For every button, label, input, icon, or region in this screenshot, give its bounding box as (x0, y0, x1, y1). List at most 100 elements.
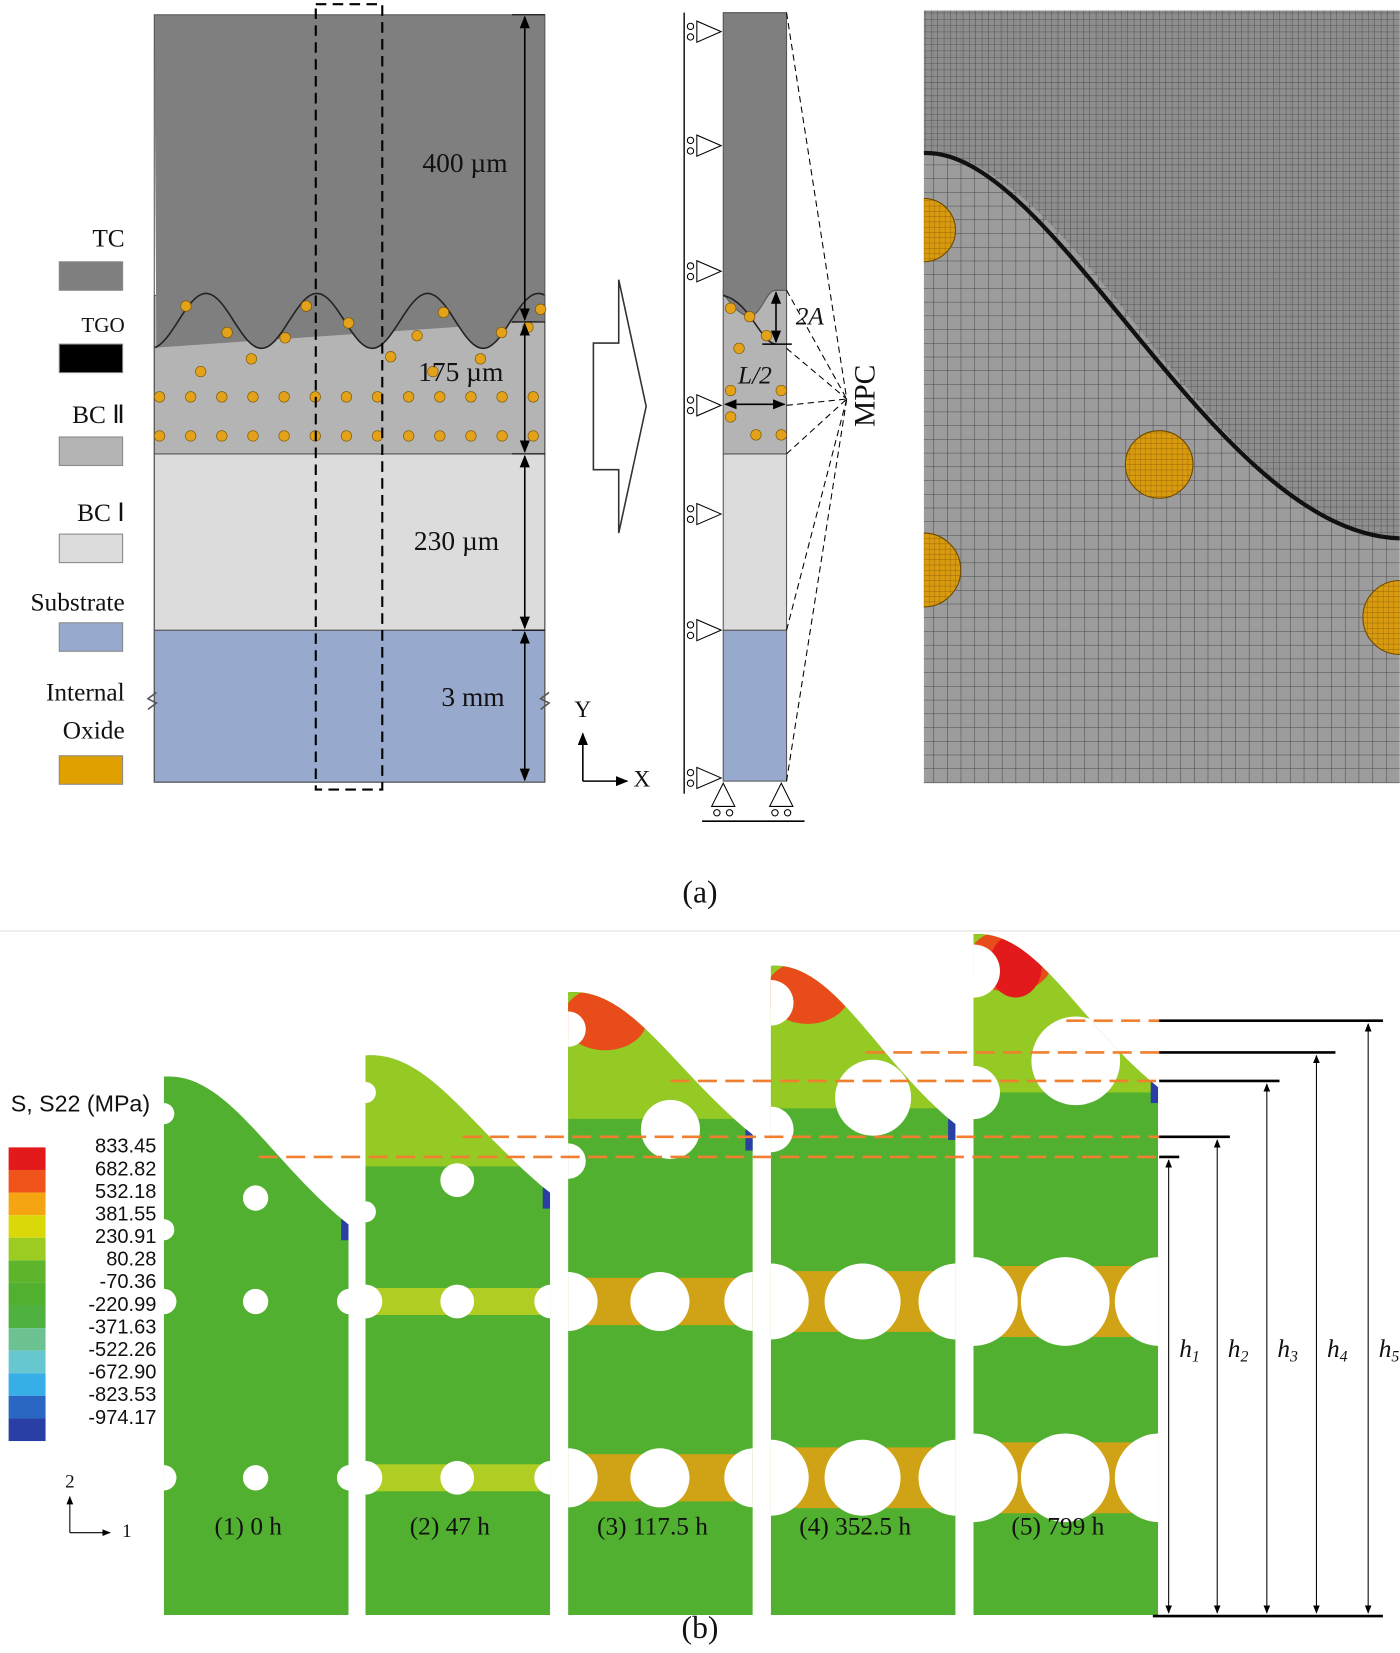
height-letter: h (1327, 1335, 1340, 1363)
roller-wheel (725, 809, 734, 817)
label: (5) 799 h (1011, 1512, 1104, 1540)
hole (724, 1448, 753, 1508)
hole (1020, 1433, 1110, 1523)
mesh-interface (923, 150, 1400, 541)
oxide-dot (434, 391, 446, 403)
oxide-dot (342, 317, 355, 329)
label: 230.91 (95, 1226, 156, 1248)
oxide-dot (221, 326, 233, 339)
m-bc1 (722, 453, 788, 631)
oxide-dot (185, 430, 197, 442)
oxide-dot (474, 353, 487, 365)
roller-wheel (686, 136, 695, 145)
hole (770, 1106, 794, 1153)
oxide-dot (465, 391, 477, 403)
height-sub: 3 (1289, 1348, 1298, 1365)
oxide-dot (195, 365, 207, 378)
hole (163, 1465, 177, 1491)
hole (824, 1439, 901, 1516)
m-sub (722, 629, 788, 782)
colorbar-band (8, 1350, 46, 1374)
colorbar-band (8, 1328, 46, 1351)
height-label: h3 (1277, 1335, 1298, 1365)
oxide-dot (340, 430, 352, 442)
oxide-dot (495, 326, 508, 339)
hole (365, 1201, 376, 1223)
oxide-dot (278, 391, 290, 403)
roller-wheel (686, 406, 695, 415)
stress-edge (341, 1219, 349, 1241)
colorbar-band (8, 1192, 46, 1216)
label: 2 (65, 1471, 75, 1492)
oxide-dot (279, 332, 291, 344)
height-label: h5 (1379, 1335, 1400, 1365)
oxide-dot (775, 429, 787, 441)
label: 3 mm (441, 682, 504, 712)
label: 532.18 (95, 1181, 156, 1203)
oxide-dot (371, 430, 384, 442)
roller-wheel (686, 396, 695, 404)
oxide-dot (371, 391, 384, 403)
colorbar-band (8, 1147, 46, 1170)
legend-swatch (58, 533, 124, 564)
hole (163, 1219, 175, 1241)
label: (4) 352.5 h (799, 1512, 911, 1540)
roller (696, 259, 723, 283)
hole (973, 1065, 1000, 1120)
roller-wheel (686, 779, 695, 787)
oxide-dot (496, 391, 508, 403)
oxide-dot (185, 391, 197, 403)
roller (710, 782, 736, 807)
label: -823.53 (88, 1384, 156, 1406)
roller (696, 766, 723, 790)
mpc-line (786, 398, 848, 782)
bc1-layer (153, 453, 546, 631)
break-mark (146, 691, 158, 710)
height-letter: h (1379, 1335, 1392, 1363)
colorbar-band (8, 1260, 46, 1283)
oxide-dot (153, 430, 166, 442)
roller-wheel (686, 631, 695, 640)
hole (724, 1271, 753, 1332)
oxide-dot (216, 430, 228, 442)
label: TC (92, 224, 124, 252)
roller-wheel (686, 621, 695, 629)
hole (835, 1059, 912, 1136)
roller-wheel (771, 809, 779, 817)
oxide-dot (385, 351, 397, 363)
hole (630, 1448, 690, 1508)
hole (242, 1465, 269, 1491)
hole (242, 1185, 269, 1211)
oxide-dot (247, 430, 259, 442)
mpc-line (786, 398, 848, 455)
legend-swatch (58, 436, 124, 467)
label: Y (574, 697, 591, 723)
hole (440, 1163, 475, 1197)
stress-edge (542, 1187, 551, 1209)
oxide-dot (527, 430, 539, 442)
legend-swatch (58, 261, 124, 291)
oxide-dot (300, 300, 312, 312)
hole (1020, 1257, 1110, 1346)
hole (568, 1011, 586, 1047)
height-sub: 5 (1391, 1348, 1399, 1365)
roller (696, 502, 723, 526)
tgo-line (153, 292, 546, 350)
roller (696, 134, 723, 158)
hole (1114, 1257, 1159, 1346)
label: 2A (796, 303, 825, 331)
roller (696, 393, 723, 417)
label: -70.36 (100, 1271, 157, 1293)
colorbar-band (8, 1305, 46, 1329)
legend-swatch (58, 755, 124, 785)
process-arrow (592, 279, 647, 534)
hole (640, 1099, 700, 1159)
oxide-dot (340, 391, 352, 403)
mesh-oxide (1124, 430, 1194, 499)
label: 400 µm (422, 148, 507, 178)
label: -974.17 (88, 1407, 156, 1429)
mesh-upper (923, 10, 1400, 539)
roller-wheel (713, 809, 721, 817)
oxide-dot (434, 430, 446, 442)
colorbar-band (8, 1237, 46, 1261)
